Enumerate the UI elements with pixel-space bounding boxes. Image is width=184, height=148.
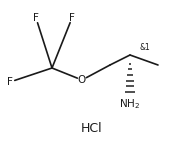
Text: NH$_2$: NH$_2$	[119, 97, 141, 111]
Text: HCl: HCl	[81, 122, 103, 135]
Text: F: F	[69, 13, 75, 23]
Text: F: F	[7, 77, 13, 87]
Text: O: O	[78, 75, 86, 85]
Text: &1: &1	[140, 44, 151, 53]
Text: F: F	[33, 13, 39, 23]
